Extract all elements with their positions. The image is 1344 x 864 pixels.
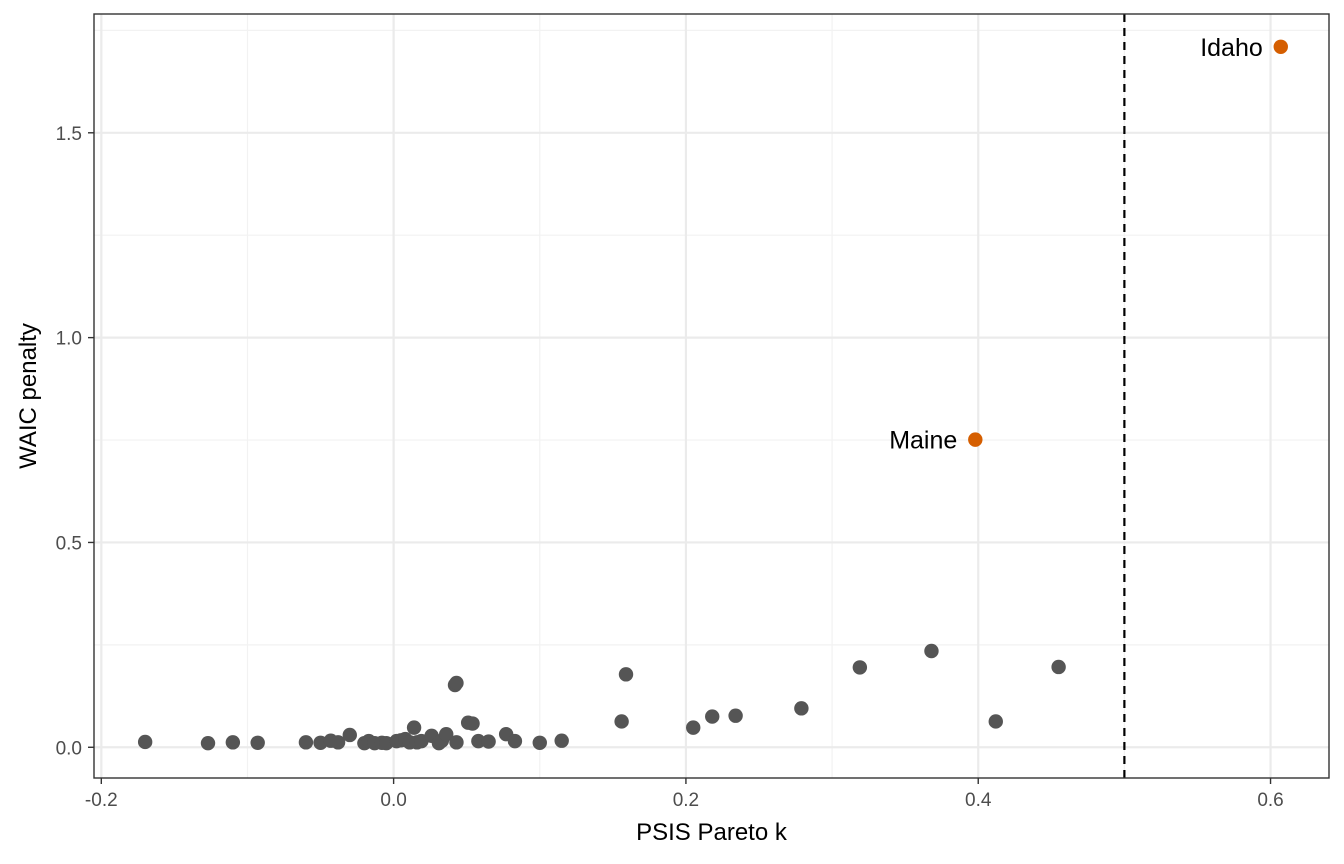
data-point [342,727,357,743]
data-point [481,734,496,749]
data-point [794,701,809,716]
data-point [618,667,634,682]
data-point [554,733,569,748]
y-tick-label: 1.5 [56,124,82,145]
data-point [988,714,1003,729]
data-point [924,643,939,659]
panel-border [93,13,1330,779]
x-axis-ticks: -0.2 0.0 0.2 0.4 0.6 [85,778,1284,811]
data-point [471,733,486,749]
data-point [686,720,701,735]
data-point [406,720,422,735]
data-point [200,735,216,751]
data-point [137,734,153,750]
point-label-maine: Maine [889,427,957,455]
data-point [250,735,265,750]
point-idaho [1273,39,1288,54]
y-tick-label: 0.5 [56,533,82,554]
x-axis-title: PSIS Pareto k [636,819,788,846]
data-point [225,735,241,750]
data-point [449,735,464,750]
x-tick-label: -0.2 [85,790,118,811]
data-points [137,39,1288,751]
data-point [465,716,480,731]
y-tick-label: 0.0 [56,738,82,759]
data-point [1051,659,1066,675]
data-point [532,735,547,750]
data-point [439,726,454,742]
point-maine [968,432,983,447]
data-point [507,733,523,749]
data-point [449,675,464,691]
data-point [852,660,868,675]
data-point [728,708,743,723]
x-tick-label: 0.0 [380,790,406,811]
grid-lines [94,14,1329,778]
data-point [705,709,720,724]
data-point [330,735,346,750]
x-tick-label: 0.2 [673,790,699,811]
point-labels: Maine Idaho [889,34,1263,455]
y-axis-title: WAIC penalty [15,323,42,469]
point-label-idaho: Idaho [1200,34,1263,62]
data-point [614,714,629,729]
y-tick-label: 1.0 [56,329,82,350]
y-axis-ticks: 0.0 0.5 1.0 1.5 [56,124,94,759]
x-tick-label: 0.6 [1257,790,1283,811]
x-tick-label: 0.4 [965,790,992,811]
data-point [298,735,314,750]
